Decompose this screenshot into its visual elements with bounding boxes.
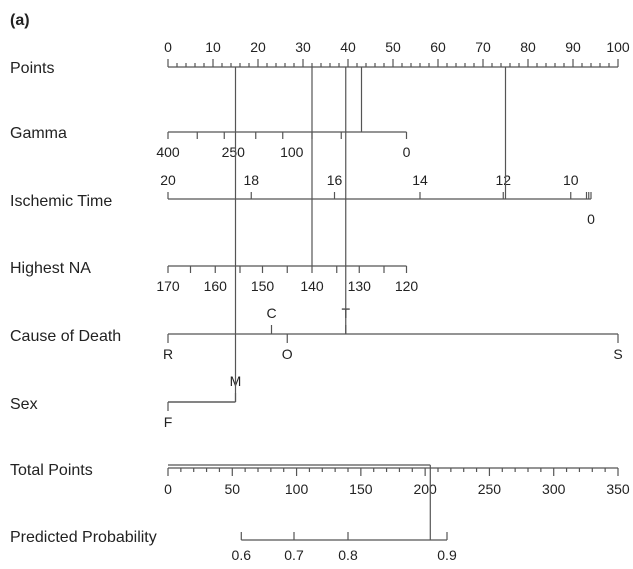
ischemic-time-tick-label: 14 (412, 172, 428, 188)
total-points-tick-label: 300 (542, 481, 566, 497)
scale-points: 0 10 20 30 40 50 60 70 80 90 100 (164, 39, 630, 68)
points-tick-label: 50 (385, 39, 401, 55)
total-points-tick-label: 150 (349, 481, 373, 497)
points-tick-label: 0 (164, 39, 172, 55)
gamma-tick-label: 400 (156, 144, 180, 160)
total-points-tick-label: 250 (478, 481, 502, 497)
readout-lines (168, 67, 507, 540)
ischemic-time-tick-label: 12 (495, 172, 511, 188)
scale-total-points: 0 50 100 150 200 250 300 350 (164, 467, 630, 497)
points-tick-label: 40 (340, 39, 356, 55)
cause-of-death-category-label: O (282, 346, 293, 362)
points-tick-label: 60 (430, 39, 446, 55)
row-label-highest-na: Highest NA (10, 260, 91, 277)
ischemic-time-tick-label: 18 (243, 172, 259, 188)
ischemic-time-tick-label: 0 (587, 211, 595, 227)
gamma-tick-label: 250 (222, 144, 246, 160)
scale-highest-na: 170 160 150 140 130 120 (156, 265, 419, 294)
highest-na-tick-label: 170 (156, 278, 180, 294)
probability-tick-label: 0.6 (232, 547, 252, 563)
highest-na-tick-label: 120 (395, 278, 419, 294)
scale-gamma: 400 250 100 0 (156, 131, 411, 160)
total-points-tick-label: 100 (285, 481, 309, 497)
row-label-points: Points (10, 60, 54, 77)
highest-na-tick-label: 150 (251, 278, 275, 294)
probability-tick-label: 0.8 (338, 547, 358, 563)
gamma-tick-label: 0 (403, 144, 411, 160)
row-label-cause-of-death: Cause of Death (10, 328, 121, 345)
points-tick-label: 20 (250, 39, 266, 55)
ischemic-time-tick-label: 10 (563, 172, 579, 188)
row-labels: Points Gamma Ischemic Time Highest NA Cause … (10, 60, 157, 546)
points-tick-label: 30 (295, 39, 311, 55)
row-label-gamma: Gamma (10, 125, 67, 142)
cause-of-death-category-label: C (266, 305, 276, 321)
highest-na-tick-label: 130 (348, 278, 372, 294)
probability-tick-label: 0.7 (284, 547, 304, 563)
row-label-ischemic-time: Ischemic Time (10, 193, 112, 210)
row-label-predicted-probability: Predicted Probability (10, 529, 157, 546)
ischemic-time-tick-label: 20 (160, 172, 176, 188)
gamma-tick-label: 100 (280, 144, 304, 160)
sex-category-label: F (164, 414, 173, 430)
points-tick-label: 100 (606, 39, 630, 55)
cause-of-death-category-label: S (613, 346, 622, 362)
row-label-total-points: Total Points (10, 462, 93, 479)
points-tick-label: 70 (475, 39, 491, 55)
total-points-tick-label: 350 (606, 481, 630, 497)
panel-label: (a) (10, 12, 30, 29)
total-points-tick-label: 200 (413, 481, 437, 497)
probability-tick-label: 0.9 (437, 547, 457, 563)
ischemic-time-tick-label: 16 (327, 172, 343, 188)
total-points-tick-label: 50 (224, 481, 240, 497)
highest-na-tick-label: 140 (300, 278, 324, 294)
points-tick-label: 10 (205, 39, 221, 55)
highest-na-tick-label: 160 (204, 278, 228, 294)
row-label-sex: Sex (10, 396, 38, 413)
scale-predicted-probability: 0.6 0.7 0.8 0.9 (232, 532, 457, 563)
points-tick-label: 80 (520, 39, 536, 55)
scale-ischemic-time: 20 18 16 14 12 10 0 (160, 172, 595, 227)
cause-of-death-category-label: R (163, 346, 173, 362)
points-tick-label: 90 (565, 39, 581, 55)
scale-cause-of-death: RCOTS (163, 305, 623, 362)
total-points-tick-label: 0 (164, 481, 172, 497)
